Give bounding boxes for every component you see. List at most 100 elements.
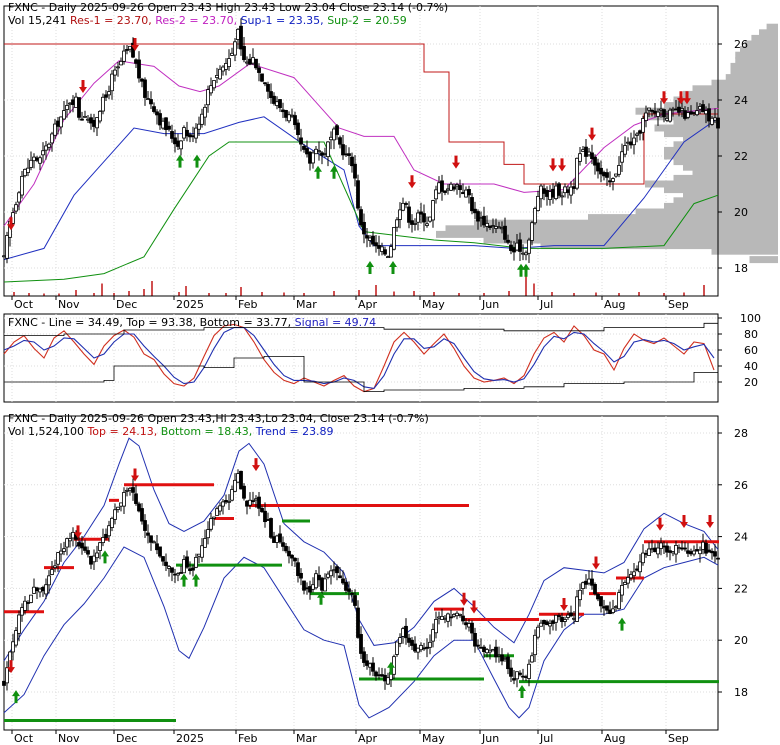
buy-signal-arrow <box>618 617 626 631</box>
candle-body <box>602 606 606 609</box>
candle-body <box>299 137 303 145</box>
volume-bar <box>178 292 180 296</box>
candle-body <box>62 548 66 552</box>
candle-body <box>323 578 327 592</box>
candle-body <box>677 106 681 113</box>
candle-body <box>233 41 237 56</box>
candle-body <box>584 146 588 157</box>
candle-body <box>317 150 321 153</box>
candle-body <box>308 586 312 593</box>
candle-body <box>662 545 666 548</box>
buy-signal-arrow <box>314 165 322 179</box>
candle-body <box>581 582 585 589</box>
candle-body <box>41 587 45 592</box>
candle-body <box>428 216 432 222</box>
candle-body <box>341 144 345 156</box>
volume-profile-bar <box>766 23 778 31</box>
candle-body <box>143 520 147 531</box>
candle-body <box>20 607 24 616</box>
sell-signal-arrow <box>460 592 468 606</box>
candle-body <box>182 559 186 574</box>
candle-body <box>398 209 402 220</box>
candle-body <box>278 533 282 543</box>
candle-body <box>335 566 339 574</box>
candle-body <box>263 510 267 523</box>
candle-body <box>176 573 180 576</box>
candle-body <box>47 143 51 148</box>
candle-body <box>602 172 606 177</box>
trend-x-tick-label: Dec <box>116 732 137 745</box>
sell-signal-arrow <box>560 597 568 611</box>
candle-body <box>458 613 462 616</box>
candle-body <box>122 50 126 62</box>
candle-body <box>218 505 222 512</box>
candle-body <box>566 614 570 618</box>
volume-bar <box>533 283 535 296</box>
candle-body <box>146 98 150 100</box>
volume-bar <box>113 293 115 296</box>
candle-body <box>656 547 660 555</box>
legend-entry: Res-2 = 23.70, <box>155 14 240 27</box>
candle-body <box>287 114 291 122</box>
volume-profile-bar <box>735 57 778 65</box>
volume-profile-bar <box>645 180 778 188</box>
price-y-tick-label: 18 <box>734 262 748 275</box>
candle-body <box>371 662 375 672</box>
candle-body <box>140 508 144 522</box>
candle-body <box>206 89 210 106</box>
candle-body <box>17 614 21 634</box>
candle-body <box>95 117 99 129</box>
candle-body <box>545 621 549 626</box>
candle-body <box>38 588 42 593</box>
volume-profile-bar <box>759 29 778 37</box>
candle-body <box>605 605 609 611</box>
volume-bar <box>508 291 510 296</box>
oscillator-y-tick-label: 40 <box>744 360 758 373</box>
candle-body <box>536 195 540 211</box>
candle-body <box>503 657 507 660</box>
candle-body <box>203 538 207 548</box>
candle-body <box>287 550 291 557</box>
sell-signal-arrow <box>680 515 688 529</box>
candle-body <box>89 117 93 124</box>
candle-body <box>89 555 93 565</box>
price-x-tick-label: Nov <box>58 298 80 311</box>
volume-bar <box>208 293 210 296</box>
candle-body <box>572 617 576 620</box>
candle-body <box>689 111 693 115</box>
trend-x-tick-label: Apr <box>358 732 378 745</box>
candle-body <box>305 587 309 590</box>
candle-body <box>623 145 627 155</box>
volume-profile-bar <box>445 225 778 233</box>
volume-profile-bar <box>751 34 778 42</box>
candle-body <box>335 125 339 136</box>
candle-body <box>290 554 294 559</box>
trend-x-tick-label: Nov <box>58 732 80 745</box>
candle-body <box>683 547 687 550</box>
candle-body <box>191 135 195 138</box>
candle-body <box>110 73 114 92</box>
candle-body <box>83 115 87 118</box>
volume-profile-bar <box>683 191 778 199</box>
candle-body <box>620 151 624 163</box>
buy-signal-arrow <box>192 573 200 587</box>
candle-body <box>101 537 105 544</box>
candle-body <box>683 110 687 119</box>
candle-body <box>221 501 225 507</box>
candle-body <box>53 123 57 136</box>
series-line <box>3 323 715 393</box>
volume-bar <box>185 286 187 296</box>
candle-body <box>377 245 381 249</box>
candle-body <box>545 189 549 197</box>
sell-signal-arrow <box>588 127 596 141</box>
candle-body <box>5 235 9 259</box>
candle-body <box>272 536 276 543</box>
candle-body <box>512 678 516 681</box>
candle-body <box>197 123 201 130</box>
price-candles <box>2 18 720 264</box>
candle-body <box>179 140 183 150</box>
oscillator-y-tick-label: 80 <box>744 328 758 341</box>
candle-body <box>467 623 471 628</box>
candle-body <box>659 542 663 549</box>
candle-body <box>377 674 381 677</box>
